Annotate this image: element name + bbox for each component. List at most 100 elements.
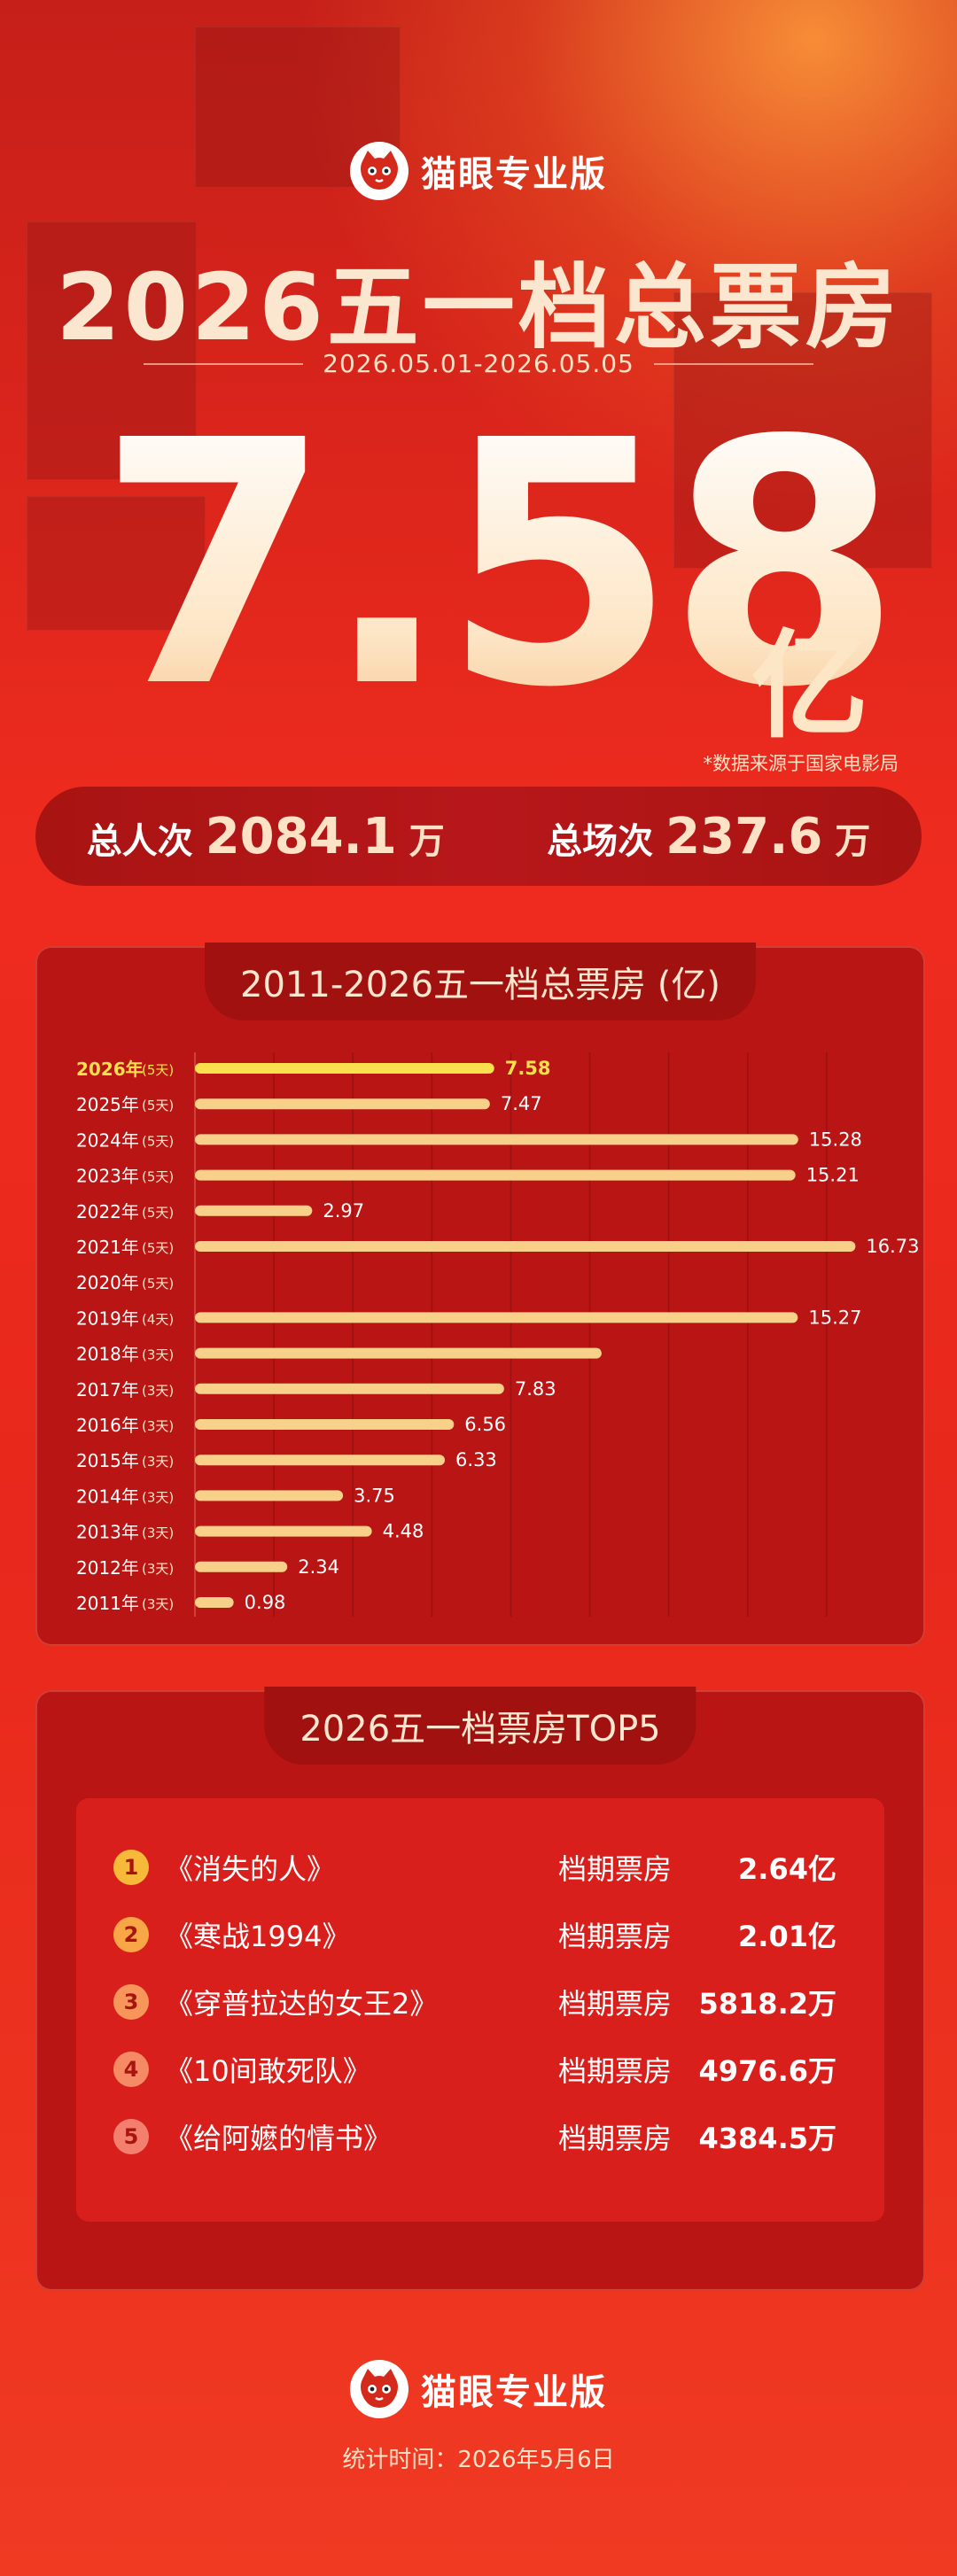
tick-label-days: (5天) [142, 1098, 174, 1113]
data-label: 2.97 [323, 1200, 364, 1222]
data-label: 0.98 [245, 1592, 286, 1613]
stat-label: 总场次 [547, 820, 654, 862]
bar [195, 1134, 798, 1145]
movie-title: 《10间敢死队》 [165, 2054, 371, 2088]
tick-label-days: (5天) [142, 1205, 174, 1221]
top5-title: 2026五一档票房TOP5 [264, 1687, 696, 1765]
source-note: *数据来源于国家电影局 [703, 753, 899, 774]
tick-label: 2015年 [76, 1450, 139, 1471]
bar [195, 1383, 504, 1394]
tick-label: 2012年 [76, 1557, 139, 1579]
stat-value: 2084.1 [205, 807, 397, 865]
bar [195, 1205, 313, 1216]
data-label: 15.21 [806, 1165, 860, 1186]
data-label: 3.75 [354, 1485, 395, 1506]
data-label: 7.47 [501, 1093, 542, 1114]
tick-label: 2011年 [76, 1593, 139, 1614]
data-label: 2.34 [298, 1556, 339, 1578]
movie-column-label: 档期票房 [558, 1920, 673, 1953]
top5-list: 1 《消失的人》 档期票房 2.64亿 2 《寒战1994》 档期票房 2.01… [76, 1798, 884, 2222]
movie-title: 《消失的人》 [165, 1852, 336, 1886]
date-range-text: 2026.05.01-2026.05.05 [323, 349, 634, 378]
bar [195, 1455, 446, 1466]
rank-badge: 3 [113, 1984, 149, 2020]
movie-title: 《给阿嬷的情书》 [165, 2122, 393, 2155]
movie-box-office: 4976.6万 [698, 2054, 837, 2088]
bar [195, 1525, 372, 1537]
list-item: 2 《寒战1994》 档期票房 2.01亿 [76, 1901, 884, 1968]
bar [195, 1419, 455, 1430]
background-poster [673, 292, 932, 569]
total-box-office-value: 7.58 [97, 369, 902, 761]
data-label: 4.48 [383, 1521, 424, 1542]
bar [195, 1169, 796, 1181]
movie-column-label: 档期票房 [558, 1852, 673, 1886]
movie-column-label: 档期票房 [558, 2122, 673, 2155]
header-brand: 猫眼专业版 [0, 142, 957, 200]
movie-box-office: 2.01亿 [738, 1920, 836, 1953]
bar [195, 1241, 856, 1252]
tick-label-days: (3天) [142, 1596, 174, 1612]
rank-badge: 4 [113, 2052, 149, 2087]
history-chart-panel: 2026年 (5天) 7.58 2025年 (5天) 7.47 2024年 (5天) 15.28… [35, 943, 925, 1646]
bar [195, 1063, 494, 1074]
bar [195, 1561, 288, 1572]
tick-label-days: (3天) [142, 1525, 174, 1541]
bar [195, 1098, 490, 1110]
tick-label: 2024年 [76, 1129, 139, 1151]
rank-badge: 2 [113, 1917, 149, 1952]
movie-column-label: 档期票房 [558, 2054, 673, 2088]
tick-label-days: (5天) [142, 1169, 174, 1185]
tick-label-days: (5天) [142, 1062, 174, 1078]
tick-label-days: (3天) [142, 1383, 174, 1399]
stat-value: 237.6 [665, 807, 823, 865]
bar [195, 1597, 234, 1608]
tick-label: 2019年 [76, 1307, 139, 1329]
list-item: 4 《10间敢死队》 档期票房 4976.6万 [76, 2036, 884, 2103]
tick-label: 2021年 [76, 1237, 139, 1258]
tick-label: 2023年 [76, 1166, 139, 1187]
rank-badge: 1 [113, 1850, 149, 1885]
movie-box-office: 2.64亿 [738, 1852, 836, 1886]
tick-label-days: (3天) [142, 1347, 174, 1363]
stat-unit: 万 [835, 820, 871, 862]
bar [195, 1347, 602, 1359]
stat-screenings: 总场次 237.6 万 [547, 808, 870, 865]
brand-name: 猫眼专业版 [421, 2372, 607, 2413]
date-range: 2026.05.01-2026.05.05 [0, 349, 957, 378]
tick-label: 2018年 [76, 1344, 139, 1365]
tick-label-days: (5天) [142, 1240, 174, 1256]
chart-title: 2011-2026五一档总票房 (亿) [205, 943, 756, 1020]
cat-face-logo-icon [350, 142, 408, 200]
tick-label-days: (5天) [142, 1276, 174, 1292]
top5-panel: 2026五一档票房TOP5 1 《消失的人》 档期票房 2.64亿 2 《寒战1… [35, 1687, 925, 2291]
data-label: 7.83 [515, 1378, 556, 1400]
tick-label-days: (5天) [142, 1133, 174, 1149]
tick-label: 2020年 [76, 1272, 139, 1293]
data-label: 15.27 [808, 1307, 861, 1328]
tick-label: 2022年 [76, 1201, 139, 1222]
movie-title: 《穿普拉达的女王2》 [165, 1987, 439, 2021]
stat-unit: 万 [408, 820, 445, 862]
list-item: 5 《给阿嬷的情书》 档期票房 4384.5万 [76, 2103, 884, 2170]
data-label: 16.73 [866, 1236, 919, 1257]
background-poster [27, 496, 206, 631]
brand-name: 猫眼专业版 [421, 154, 607, 195]
tick-label: 2016年 [76, 1415, 139, 1436]
background-poster [27, 221, 197, 480]
list-item: 3 《穿普拉达的女王2》 档期票房 5818.2万 [76, 1968, 884, 2036]
tick-label-days: (3天) [142, 1489, 174, 1505]
stat-time: 统计时间：2026年5月6日 [342, 2447, 615, 2473]
tick-label-days: (4天) [142, 1311, 174, 1327]
tick-label-days: (3天) [142, 1418, 174, 1434]
bar [195, 1490, 344, 1501]
rank-badge: 5 [113, 2119, 149, 2154]
tick-label: 2017年 [76, 1379, 139, 1401]
data-label: 7.58 [505, 1058, 551, 1079]
tick-label-days: (3天) [142, 1561, 174, 1577]
tick-label: 2025年 [76, 1094, 139, 1115]
page-title: 2026五一档总票房 [56, 253, 901, 361]
background-decor [0, 0, 957, 797]
stats-bar: 总人次 2084.1 万 总场次 237.6 万 [35, 787, 922, 886]
